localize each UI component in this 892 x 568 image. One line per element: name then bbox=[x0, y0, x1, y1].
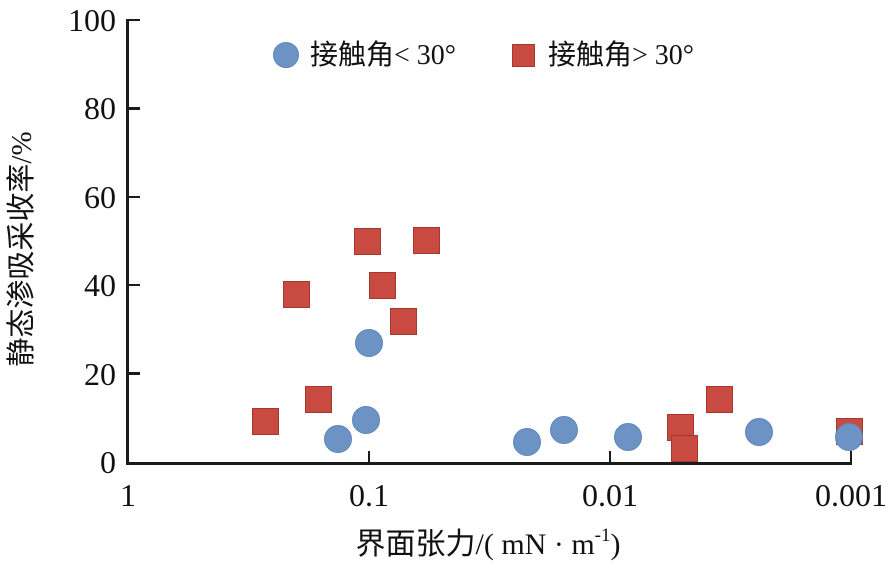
y-tick-mark bbox=[129, 283, 140, 287]
x-tick-label: 0.01 bbox=[582, 477, 638, 513]
x-tick-label: 0.1 bbox=[349, 477, 389, 513]
data-point-circle bbox=[513, 427, 542, 456]
data-point-square bbox=[354, 227, 382, 255]
y-tick-label: 40 bbox=[84, 267, 116, 304]
legend-square-marker-icon bbox=[512, 44, 535, 67]
y-tick-label: 0 bbox=[100, 444, 116, 480]
data-point-square bbox=[368, 272, 396, 300]
legend-label-contact-angle-gt-30: 接触角> 30° bbox=[548, 40, 694, 71]
data-point-square bbox=[251, 407, 279, 435]
data-point-circle bbox=[834, 422, 863, 451]
y-tick-label: 100 bbox=[68, 2, 116, 38]
y-tick-label: 20 bbox=[84, 355, 116, 392]
y-axis-line bbox=[126, 19, 129, 465]
y-tick-mark bbox=[129, 372, 140, 375]
x-tick-label: 1 bbox=[120, 477, 136, 513]
y-axis-title: 静态渗吸采收率/% bbox=[6, 131, 38, 367]
data-point-circle bbox=[550, 416, 579, 445]
y-tick-label: 60 bbox=[84, 178, 116, 215]
data-point-square bbox=[412, 226, 440, 254]
x-axis-title-close: ) bbox=[610, 528, 621, 561]
data-point-circle bbox=[355, 328, 383, 357]
legend-label-contact-angle-lt-30: 接触角< 30° bbox=[310, 40, 456, 71]
x-tick-mark bbox=[367, 451, 371, 462]
data-point-circle bbox=[324, 425, 353, 454]
data-point-square bbox=[305, 385, 332, 413]
y-tick-mark bbox=[129, 18, 140, 22]
data-point-square bbox=[671, 435, 699, 463]
data-point-circle bbox=[351, 406, 380, 435]
y-tick-mark bbox=[129, 107, 140, 110]
x-axis-title: 界面张力/( mN · m-1) bbox=[328, 520, 648, 563]
x-tick-label: 0.001 bbox=[815, 477, 887, 513]
x-tick-mark bbox=[608, 451, 612, 462]
x-axis-line bbox=[126, 462, 852, 465]
y-tick-mark bbox=[129, 195, 140, 199]
y-tick-label: 80 bbox=[84, 90, 116, 127]
data-point-square bbox=[706, 385, 734, 413]
data-point-square bbox=[282, 281, 310, 309]
data-point-circle bbox=[614, 422, 643, 451]
x-axis-title-main: 界面张力/( mN · m bbox=[355, 528, 595, 561]
x-axis-title-superscript: -1 bbox=[594, 525, 611, 546]
data-point-square bbox=[389, 307, 417, 335]
data-point-circle bbox=[745, 417, 774, 446]
x-tick-mark bbox=[849, 451, 853, 462]
legend-circle-marker-icon bbox=[273, 42, 299, 68]
